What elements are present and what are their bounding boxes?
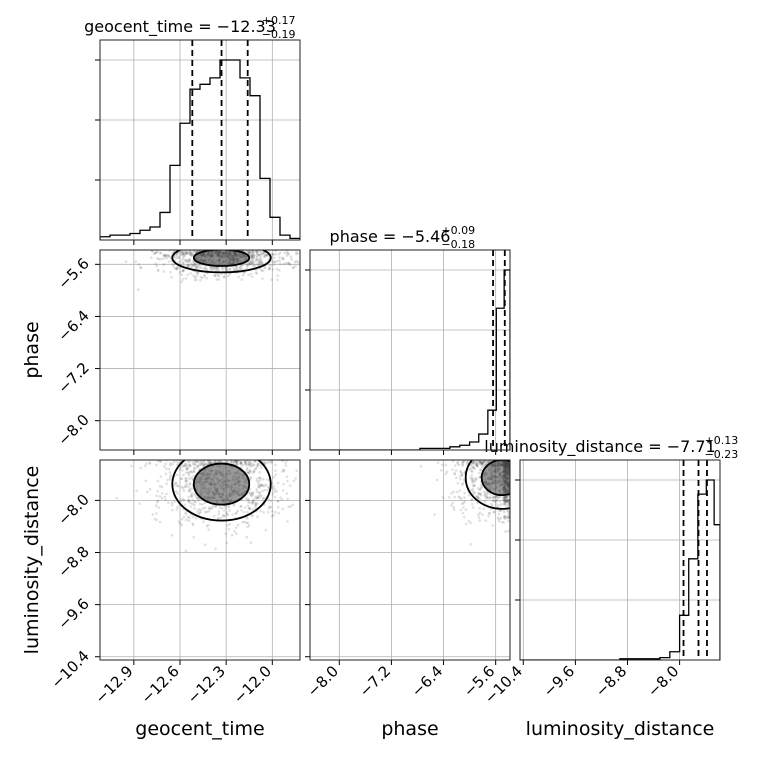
panel-2-0: [95, 459, 301, 665]
ytick-label-luminosity_distance-0: −10.4: [48, 647, 93, 692]
panels: [95, 39, 721, 665]
contour-outer: [171, 250, 272, 274]
panel-frame: [99, 459, 301, 661]
ytick-label-luminosity_distance-3: −8.0: [54, 490, 92, 528]
xtick-label-geocent_time-1: −12.6: [138, 662, 183, 707]
xtick-label-luminosity_distance-2: −8.8: [592, 662, 630, 700]
panel-frame: [309, 459, 511, 661]
title-upper-error: +0.17: [262, 14, 296, 27]
density-core: [193, 463, 250, 505]
ytick-label-luminosity_distance-1: −9.6: [54, 595, 92, 633]
panel-frame: [99, 39, 301, 241]
histogram-phase: [310, 269, 510, 450]
contour-inner: [192, 462, 251, 506]
scatter-points: [115, 460, 298, 553]
contour-outer: [464, 460, 510, 510]
panel-2-1: [305, 459, 511, 665]
panel-title-phase: phase = −5.46: [330, 227, 451, 246]
ytick-label-phase-3: −5.6: [54, 254, 92, 292]
panel-frame: [309, 249, 511, 451]
panel-2-2: [515, 459, 721, 665]
xtick-label-phase-0: −8.0: [304, 662, 342, 700]
panel-frame: [99, 249, 301, 451]
panel-title-luminosity_distance: luminosity_distance = −7.71: [484, 437, 715, 457]
title-lower-error: −0.18: [441, 238, 475, 251]
panel-titles: geocent_time = −12.33+0.17−0.19 phase = −…: [84, 14, 738, 461]
xlabel-phase: phase: [381, 718, 438, 740]
density-core: [193, 250, 250, 267]
panel-0-0: [95, 39, 301, 245]
axis-labels: geocent_time phase luminosity_distancephas…: [21, 321, 714, 740]
title-lower-error: −0.23: [705, 448, 739, 461]
xlabel-luminosity_distance: luminosity_distance: [526, 718, 715, 740]
panel-1-0: [95, 249, 301, 455]
ytick-label-luminosity_distance-2: −8.8: [54, 543, 92, 581]
xtick-label-luminosity_distance-3: −8.0: [644, 662, 682, 700]
xtick-label-luminosity_distance-1: −9.6: [540, 662, 578, 700]
xtick-label-geocent_time-3: −12.0: [230, 662, 275, 707]
ytick-label-phase-1: −7.2: [54, 359, 92, 397]
contour-inner: [192, 250, 251, 267]
ylabel-luminosity_distance: luminosity_distance: [21, 466, 43, 655]
xlabel-geocent_time: geocent_time: [135, 718, 264, 740]
title-upper-error: +0.13: [705, 434, 739, 447]
panel-frame: [519, 459, 721, 661]
panel-1-1: [305, 249, 511, 455]
panel-title-geocent_time: geocent_time = −12.33: [84, 17, 276, 37]
ytick-label-phase-0: −8.0: [54, 411, 92, 449]
title-upper-error: +0.09: [441, 224, 475, 237]
tick-labels: −8.0−7.2−6.4−5.6−10.4−9.6−8.8−8.0−12.9 −1…: [48, 254, 683, 707]
xtick-label-geocent_time-0: −12.9: [91, 662, 136, 707]
ytick-label-phase-2: −6.4: [54, 307, 92, 345]
xtick-label-geocent_time-2: −12.3: [184, 662, 229, 707]
ylabel-phase: phase: [21, 321, 43, 378]
title-lower-error: −0.19: [262, 28, 296, 41]
xtick-label-phase-2: −6.4: [408, 662, 446, 700]
contour-inner: [480, 460, 510, 497]
density-core: [481, 460, 510, 496]
histogram-geocent_time: [100, 59, 300, 240]
histogram-luminosity_distance: [520, 479, 720, 660]
xtick-label-phase-1: −7.2: [356, 662, 394, 700]
contour-outer: [171, 460, 272, 522]
